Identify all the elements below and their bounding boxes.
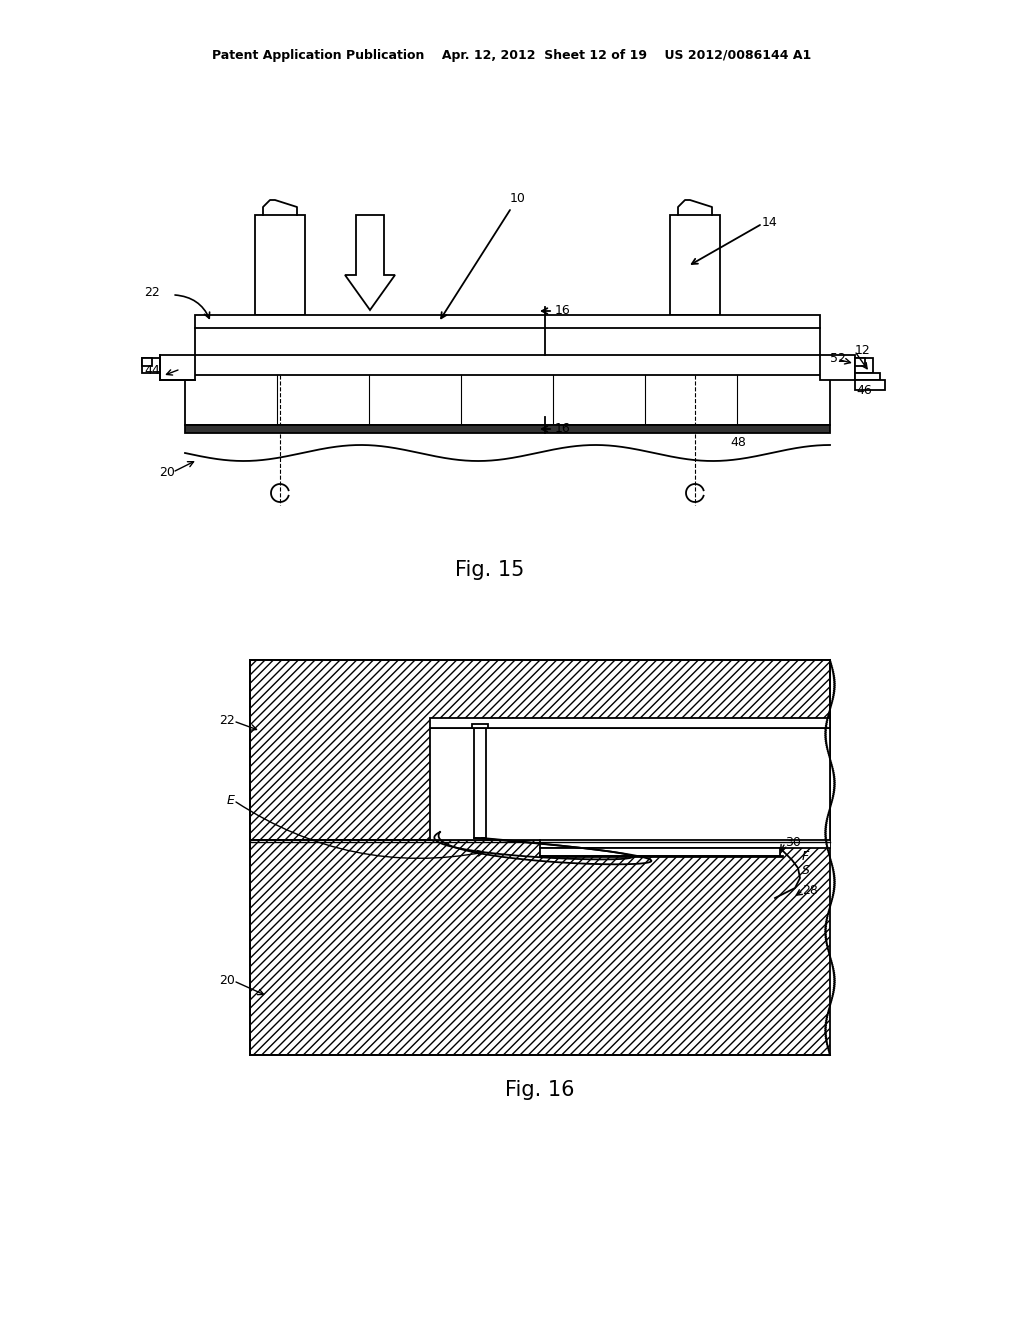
Bar: [855, 358, 873, 374]
Text: F: F: [802, 850, 809, 862]
Text: 24: 24: [500, 717, 516, 730]
Text: Patent Application Publication    Apr. 12, 2012  Sheet 12 of 19    US 2012/00861: Patent Application Publication Apr. 12, …: [212, 49, 812, 62]
Text: 10: 10: [510, 191, 526, 205]
Text: 12: 12: [855, 343, 870, 356]
Text: 46: 46: [856, 384, 871, 396]
Text: 22: 22: [144, 286, 160, 300]
Bar: [540, 847, 780, 855]
Bar: [855, 358, 865, 366]
Bar: [474, 729, 486, 838]
Bar: [430, 718, 830, 729]
Bar: [160, 355, 195, 380]
Bar: [540, 840, 830, 847]
Text: Fig. 15: Fig. 15: [456, 560, 524, 579]
Text: 20: 20: [219, 974, 234, 986]
Text: 20: 20: [159, 466, 175, 479]
Text: 16: 16: [555, 305, 570, 318]
Bar: [430, 729, 830, 840]
Bar: [250, 660, 830, 840]
Polygon shape: [250, 660, 830, 840]
Bar: [250, 840, 830, 1055]
Text: S: S: [802, 863, 810, 876]
Bar: [820, 355, 855, 380]
Text: 30: 30: [785, 837, 801, 850]
Text: 44: 44: [144, 363, 160, 376]
Bar: [142, 358, 160, 374]
Text: Fig. 16: Fig. 16: [505, 1080, 574, 1100]
Bar: [255, 215, 305, 315]
Text: 52: 52: [830, 351, 846, 364]
Bar: [472, 723, 488, 729]
Text: 28: 28: [802, 883, 818, 896]
Bar: [855, 374, 880, 380]
Text: 16: 16: [555, 422, 570, 436]
Bar: [185, 425, 830, 433]
Text: 22: 22: [219, 714, 234, 726]
Bar: [670, 215, 720, 315]
Bar: [185, 375, 830, 425]
Polygon shape: [345, 215, 395, 310]
Text: 14: 14: [762, 215, 778, 228]
Bar: [142, 358, 152, 366]
Bar: [195, 315, 820, 355]
Text: 48: 48: [730, 436, 745, 449]
Text: E: E: [227, 793, 234, 807]
Bar: [855, 380, 885, 389]
